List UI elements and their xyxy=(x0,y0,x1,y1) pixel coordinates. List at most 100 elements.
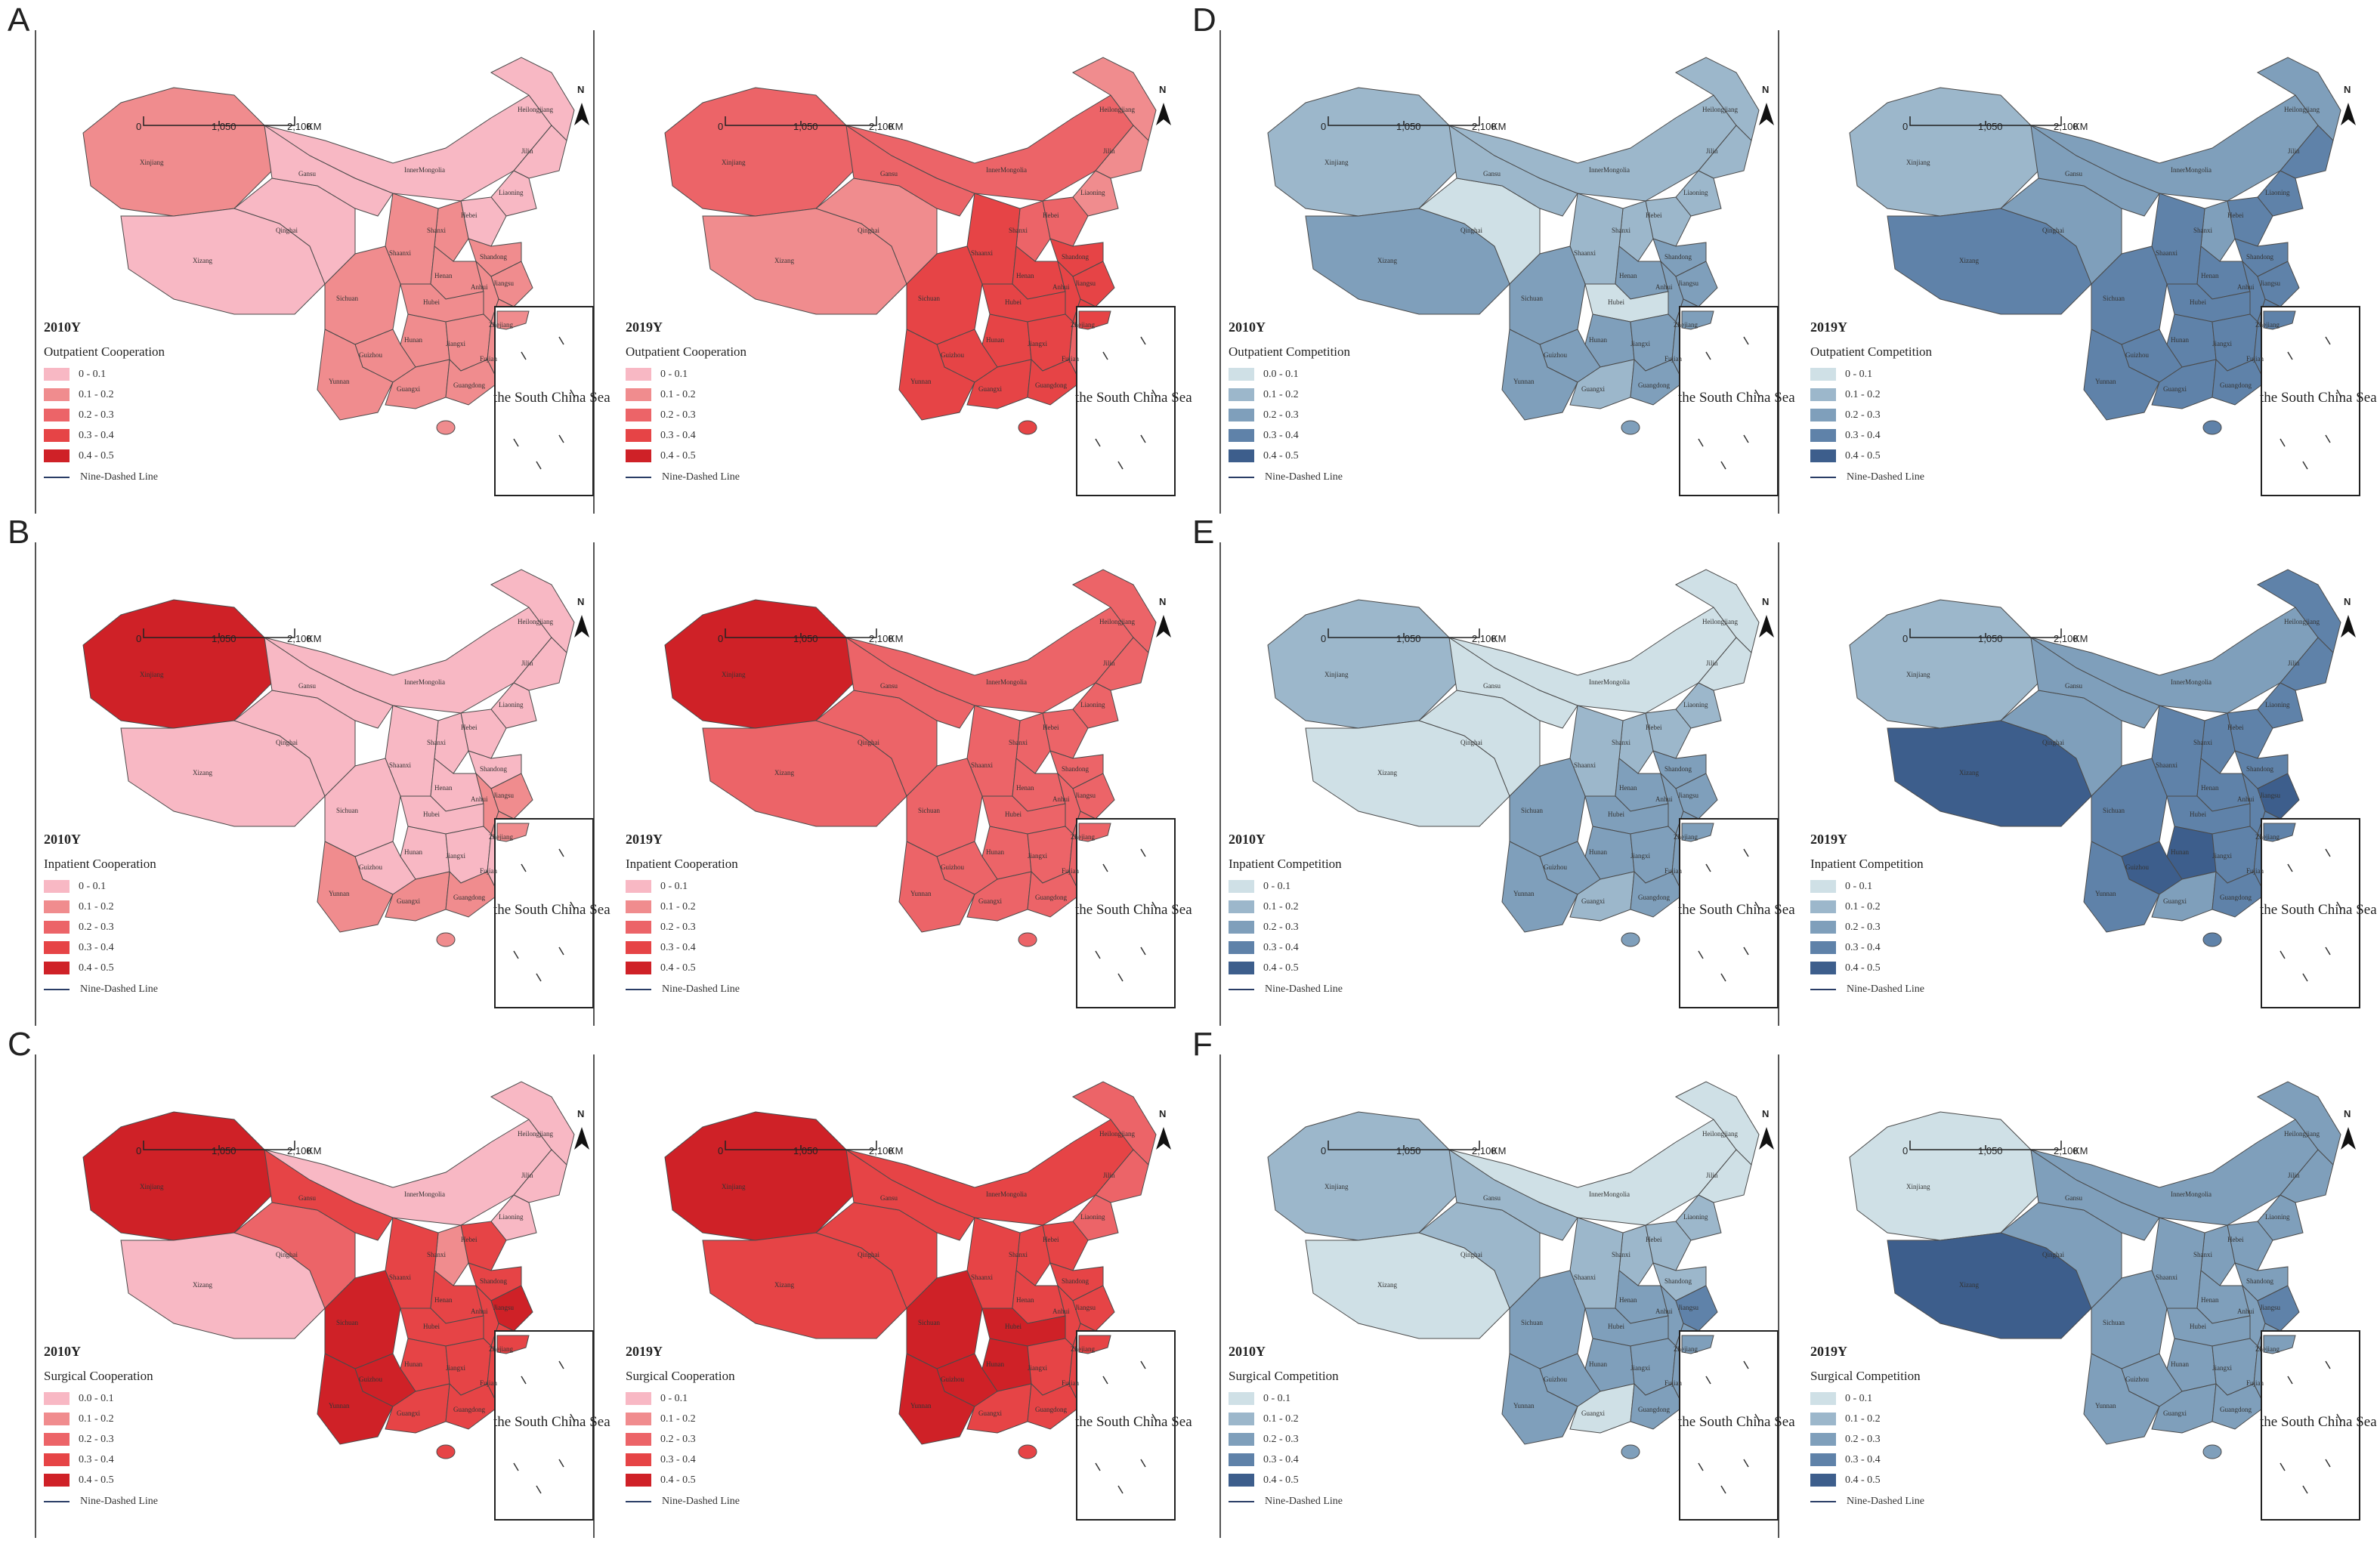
nine-dash-segment xyxy=(570,1413,576,1422)
legend-label: 0.2 - 0.3 xyxy=(79,409,114,421)
province-label: Heilongjiang xyxy=(2284,106,2320,113)
scale-tick-label: 2,100 xyxy=(2054,1145,2079,1156)
province-label: Jiangsu xyxy=(1075,1304,1096,1311)
legend-swatch xyxy=(44,429,70,442)
nine-dash-segment xyxy=(1117,1485,1124,1494)
province-label: Hubei xyxy=(1608,1323,1624,1330)
province-label: Gansu xyxy=(880,170,898,178)
legend-swatch xyxy=(1229,880,1254,893)
nine-dash-segment xyxy=(2280,438,2286,447)
province-label: Yunnan xyxy=(1513,890,1535,897)
province-label: Shaanxi xyxy=(2156,1274,2178,1281)
province-label: Hubei xyxy=(423,811,440,818)
province-label: Sichuan xyxy=(1521,295,1543,302)
legend-swatch xyxy=(626,1392,651,1405)
legend-label: 0.1 - 0.2 xyxy=(79,1413,114,1425)
nine-dash-segment xyxy=(536,1485,542,1494)
north-arrow-icon xyxy=(2341,615,2356,638)
province-label: Gansu xyxy=(880,1194,898,1202)
province-label: Jiangsu xyxy=(493,1304,514,1311)
province-label: Jiangxi xyxy=(1630,340,1650,347)
province-label: Henan xyxy=(434,272,453,279)
province-label: Xizang xyxy=(193,769,212,777)
scale-tick-label: 2,100 xyxy=(1472,1145,1497,1156)
nine-dash-segment xyxy=(1117,973,1124,982)
nine-dash-segment xyxy=(2325,434,2331,443)
province-label: Jiangxi xyxy=(446,852,465,860)
legend-swatch xyxy=(44,409,70,421)
legend-swatch xyxy=(1229,449,1254,462)
north-label: N xyxy=(577,84,585,95)
panel-divider xyxy=(1778,1054,1779,1538)
province-heilongjiang xyxy=(1674,569,1760,653)
province-label: Shandong xyxy=(480,1277,507,1285)
province-label: Zhejiang xyxy=(1674,833,1698,841)
province-jiangsu xyxy=(1675,773,1718,820)
panel-divider xyxy=(1778,30,1779,514)
province-label: InnerMongolia xyxy=(404,678,445,686)
province-label: Jiangsu xyxy=(1678,1304,1698,1311)
province-xinjiang xyxy=(1267,87,1457,217)
province-label: Guangdong xyxy=(453,1406,485,1413)
scale-bar xyxy=(143,628,295,638)
province-label: Hubei xyxy=(1005,298,1022,306)
north-arrow-icon xyxy=(574,615,589,638)
province-hainan xyxy=(2202,420,2222,435)
province-label: Yunnan xyxy=(329,890,350,897)
legend-item: 0.4 - 0.5 xyxy=(1229,1470,1299,1490)
province-hainan xyxy=(436,420,456,435)
south-china-sea-label: the South China Sea xyxy=(2260,390,2377,406)
nine-dashed-line-key: Nine-Dashed Line xyxy=(626,983,740,996)
province-label: Heilongjiang xyxy=(2284,1130,2320,1138)
south-china-sea-label: the South China Sea xyxy=(493,902,610,918)
province-label: Shaanxi xyxy=(389,761,411,769)
nine-dash-segment xyxy=(2287,863,2293,872)
province-label: Xinjiang xyxy=(722,671,746,678)
scale-tick-label: 1,050 xyxy=(1396,121,1421,132)
legend-label: 0.4 - 0.5 xyxy=(660,1474,696,1486)
province-label: Guangdong xyxy=(1035,381,1067,389)
province-label: Guangxi xyxy=(2163,385,2187,393)
province-label: Hubei xyxy=(1005,811,1022,818)
province-label: Anhui xyxy=(1655,283,1673,291)
scale-tick-label: 2,100 xyxy=(869,1145,894,1156)
province-hainan xyxy=(436,1444,456,1459)
province-label: Shandong xyxy=(1664,1277,1692,1285)
province-yunnan xyxy=(898,329,975,421)
province-label: Shaanxi xyxy=(1574,1274,1596,1281)
legend-swatch xyxy=(626,388,651,401)
province-label: Fujian xyxy=(480,1379,498,1387)
province-label: Sichuan xyxy=(918,1319,940,1326)
legend-label: 0.2 - 0.3 xyxy=(1263,1433,1299,1445)
province-label: Henan xyxy=(2201,1296,2219,1304)
legend-item: 0.4 - 0.5 xyxy=(1810,446,1881,466)
nine-dashed-line-key: Nine-Dashed Line xyxy=(1810,471,1924,483)
province-label: Jilin xyxy=(2288,147,2300,155)
scale-bar xyxy=(725,628,877,638)
province-jiangsu xyxy=(2257,773,2300,820)
nine-dash-segment xyxy=(1102,1376,1108,1385)
nine-dash-segment xyxy=(1743,336,1749,345)
legend-item: 0.2 - 0.3 xyxy=(626,1429,696,1450)
province-label: Hebei xyxy=(2227,724,2244,731)
legend-item: 0.2 - 0.3 xyxy=(1229,917,1299,937)
province-label: Liaoning xyxy=(2265,1213,2290,1221)
province-label: Shandong xyxy=(1062,1277,1089,1285)
legend-label: 0.3 - 0.4 xyxy=(79,1453,114,1465)
province-label: Heilongjiang xyxy=(1702,106,1738,113)
legend-item: 0.1 - 0.2 xyxy=(1229,1409,1299,1429)
legend-item: 0.2 - 0.3 xyxy=(44,917,114,937)
nine-dash-segment xyxy=(1720,973,1726,982)
legend-label: 0.4 - 0.5 xyxy=(1263,1474,1299,1486)
province-label: Xinjiang xyxy=(1906,159,1930,166)
legend-swatch xyxy=(626,409,651,421)
map-year: 2019Y xyxy=(1810,832,1847,847)
province-jilin xyxy=(513,1149,567,1203)
scale-tick-label: 1,050 xyxy=(212,121,236,132)
nine-dash-segment xyxy=(558,1360,564,1369)
province-label: Xizang xyxy=(1377,1281,1397,1289)
province-label: Guizhou xyxy=(941,1376,964,1383)
legend-swatch xyxy=(1229,1392,1254,1405)
north-arrow-icon xyxy=(1759,615,1774,638)
nine-dashed-line-swatch xyxy=(1810,477,1836,478)
